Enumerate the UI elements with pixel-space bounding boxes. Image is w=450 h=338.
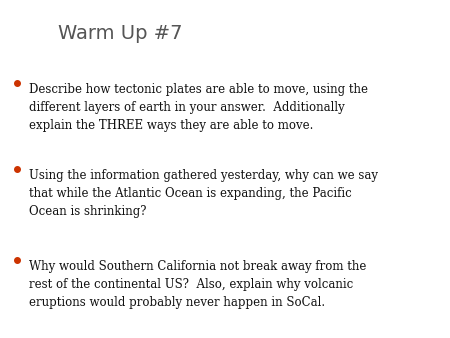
Text: Describe how tectonic plates are able to move, using the
different layers of ear: Describe how tectonic plates are able to… bbox=[29, 83, 368, 132]
Text: Warm Up #7: Warm Up #7 bbox=[58, 24, 183, 43]
Text: Why would Southern California not break away from the
rest of the continental US: Why would Southern California not break … bbox=[29, 260, 367, 309]
Text: Using the information gathered yesterday, why can we say
that while the Atlantic: Using the information gathered yesterday… bbox=[29, 169, 378, 218]
